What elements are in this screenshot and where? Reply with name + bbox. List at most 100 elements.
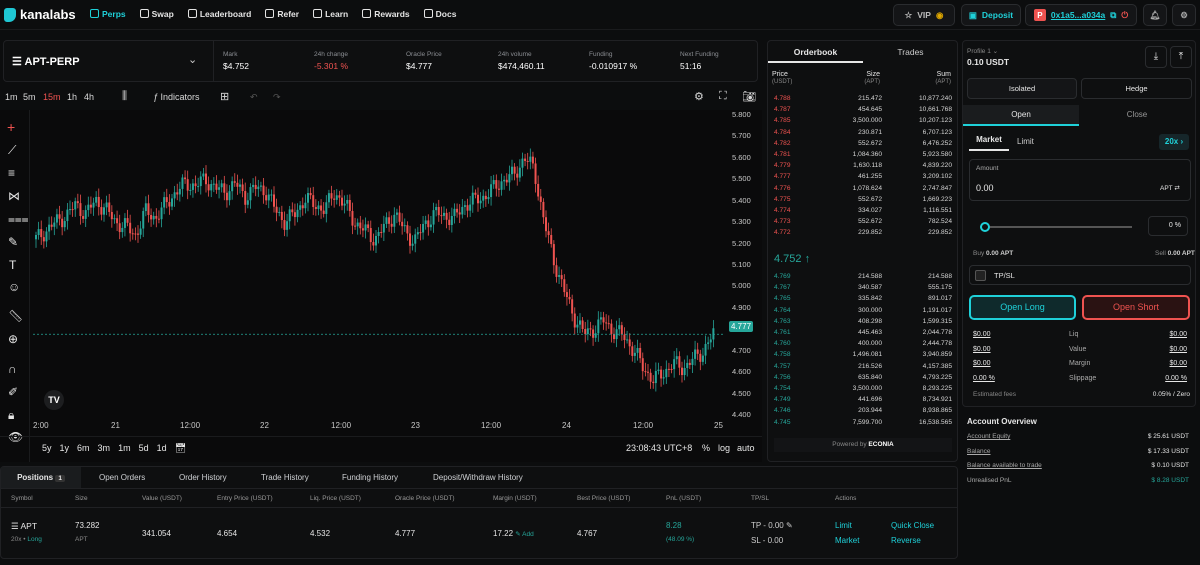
range-6m[interactable]: 6m [77, 443, 90, 453]
tf-1h[interactable]: 1h [67, 92, 78, 102]
open-short-button[interactable]: Open Short [1082, 295, 1190, 320]
nav-refer[interactable]: Refer [265, 9, 299, 19]
tab-open[interactable]: Open [963, 105, 1079, 126]
log-toggle[interactable]: log [718, 443, 731, 453]
hedge-button[interactable]: Hedge [1081, 78, 1192, 99]
tf-15m[interactable]: 15m [43, 92, 61, 102]
emoji-icon[interactable]: ☺ [8, 280, 21, 294]
indicators-button[interactable]: ƒ Indicators [153, 92, 200, 102]
table-row[interactable]: ☰ APT 20x • Long 73.282 APT 341.054 4.65… [1, 515, 957, 555]
range-5d[interactable]: 5d [138, 443, 149, 453]
tab-positions[interactable]: Positions 1 [1, 467, 81, 488]
horizontal-lines-icon[interactable]: ≡ [8, 166, 16, 180]
unit-toggle[interactable]: APT ⇄ [1160, 185, 1180, 192]
notification-button[interactable]: 🔔︎ [1143, 4, 1167, 26]
tpsl-toggle[interactable]: TP/SL [969, 265, 1191, 285]
add-margin-button[interactable]: ✎ Add [515, 531, 534, 538]
eye-icon[interactable]: 👁︎ [8, 430, 24, 444]
copy-icon[interactable]: ⧉ [1110, 9, 1117, 20]
camera-icon[interactable]: 📷︎ [742, 91, 756, 103]
orderbook-row[interactable]: 4.781 1,084.360 5,923.580 [768, 149, 960, 160]
fullscreen-icon[interactable]: ⛶ [719, 90, 727, 102]
price-chart[interactable] [33, 110, 723, 420]
orderbook-row[interactable]: 4.746 203.944 8,938.865 [768, 405, 960, 416]
orderbook-row[interactable]: 4.754 3,500.000 8,293.225 [768, 383, 960, 394]
size-slider-track[interactable] [980, 226, 1132, 228]
vip-button[interactable]: ☆ VIP ◉ [893, 4, 955, 26]
deposit-button[interactable]: ▣ Deposit [961, 4, 1021, 26]
percent-toggle[interactable]: % [702, 443, 711, 453]
sl-value[interactable]: SL - 0.00 [751, 536, 784, 545]
nav-learn[interactable]: Learn [313, 9, 348, 19]
range-1d[interactable]: 1d [156, 443, 167, 453]
brush-icon[interactable]: ✎ [8, 235, 19, 249]
tf-1m[interactable]: 1m [5, 92, 18, 102]
text-icon[interactable]: T [9, 258, 17, 272]
tab-order-history[interactable]: Order History [179, 473, 227, 482]
orderbook-row[interactable]: 4.777 461.255 3,209.102 [768, 171, 960, 182]
pattern-icon[interactable]: ⋈ [8, 189, 20, 203]
settings-button[interactable]: ⚙ [1172, 4, 1196, 26]
lock-icon[interactable]: 🔒︎ [8, 408, 15, 422]
orderbook-row[interactable]: 4.772 229.852 229.852 [768, 227, 960, 238]
undo-icon[interactable]: ↶ [250, 92, 258, 102]
orderbook-row[interactable]: 4.776 1,078.624 2,747.847 [768, 183, 960, 194]
orderbook-row[interactable]: 4.758 1,496.081 3,940.859 [768, 349, 960, 360]
redo-icon[interactable]: ↷ [273, 92, 281, 102]
lock-drawing-icon[interactable]: ✐ [8, 385, 19, 399]
tf-4h[interactable]: 4h [84, 92, 95, 102]
tab-funding-history[interactable]: Funding History [342, 473, 399, 482]
magnet-icon[interactable]: ∩ [8, 362, 17, 376]
orderbook-row[interactable]: 4.760 400.000 2,444.778 [768, 338, 960, 349]
amount-input[interactable]: 0.00 [976, 183, 994, 193]
orderbook-row[interactable]: 4.757 216.526 4,157.385 [768, 361, 960, 372]
layout-icon[interactable]: ⊞ [220, 91, 230, 103]
chart-panel[interactable]: + ⟋ ≡ ⋈ ⩶ ✎ T ☺ 📏︎ ⊕ ∩ ✐ 🔒︎ 👁︎ 5.800 5.70… [0, 110, 762, 462]
candle-type-icon[interactable]: ⫼ [122, 90, 128, 102]
profile-selector[interactable]: Profile 1 ⌄ [967, 48, 999, 55]
orderbook-row[interactable]: 4.761 445.463 2,044.778 [768, 327, 960, 338]
nav-swap[interactable]: Swap [139, 9, 174, 19]
fib-icon[interactable]: ⩶ [8, 212, 29, 226]
tab-close[interactable]: Close [1126, 110, 1148, 119]
tab-open-orders[interactable]: Open Orders [99, 473, 146, 482]
upload-icon[interactable]: ⤒ [1170, 46, 1192, 68]
zoom-icon[interactable]: ⊕ [8, 332, 19, 346]
orderbook-row[interactable]: 4.788 215.472 10,877.240 [768, 93, 960, 104]
auto-toggle[interactable]: auto [737, 443, 755, 453]
range-3m[interactable]: 3m [97, 443, 111, 453]
orderbook-row[interactable]: 4.779 1,630.118 4,839.220 [768, 160, 960, 171]
quick-close-button[interactable]: Quick Close [891, 521, 935, 530]
leverage-button[interactable]: 20x › [1159, 134, 1189, 150]
download-icon[interactable]: ⤓ [1145, 46, 1167, 68]
nav-docs[interactable]: Docs [423, 9, 456, 19]
open-long-button[interactable]: Open Long [969, 295, 1076, 320]
orderbook-row[interactable]: 4.785 3,500.000 10,207.123 [768, 115, 960, 126]
edit-icon[interactable]: ✎ [786, 521, 793, 530]
orderbook-row[interactable]: 4.749 441.696 8,734.921 [768, 394, 960, 405]
market-selector[interactable]: ☰ APT-PERP [12, 56, 80, 68]
isolated-button[interactable]: Isolated [967, 78, 1077, 99]
tab-orderbook[interactable]: Orderbook [768, 41, 863, 63]
orderbook-row[interactable]: 4.775 552.672 1,669.223 [768, 194, 960, 205]
nav-leaderboard[interactable]: Leaderboard [187, 9, 251, 19]
nav-rewards[interactable]: Rewards [362, 9, 410, 19]
chevron-down-icon[interactable]: ⌄ [188, 54, 198, 66]
orderbook-row[interactable]: 4.767 340.587 555.175 [768, 282, 960, 293]
reverse-button[interactable]: Reverse [891, 536, 921, 545]
range-5y[interactable]: 5y [42, 443, 52, 453]
orderbook-row[interactable]: 4.774 334.027 1,116.551 [768, 205, 960, 216]
trendline-icon[interactable]: ⟋ [8, 143, 17, 157]
size-slider-handle[interactable] [980, 222, 990, 232]
amount-field[interactable]: Amount 0.00 APT ⇄ [969, 159, 1191, 201]
orderbook-row[interactable]: 4.787 454.645 10,661.768 [768, 104, 960, 115]
orderbook-row[interactable]: 4.763 408.298 1,599.315 [768, 316, 960, 327]
tpsl-checkbox[interactable] [975, 270, 986, 281]
tf-5m[interactable]: 5m [23, 92, 36, 102]
power-icon[interactable]: ⏻ [1121, 9, 1129, 20]
orderbook-row[interactable]: 4.756 635.840 4,793.225 [768, 372, 960, 383]
orderbook-row[interactable]: 4.745 7,599.700 16,538.565 [768, 417, 960, 428]
tp-value[interactable]: TP - 0.00 ✎ [751, 521, 793, 530]
orderbook-row[interactable]: 4.782 552.672 6,476.252 [768, 138, 960, 149]
date-range-icon[interactable]: 📅︎ [174, 443, 187, 453]
